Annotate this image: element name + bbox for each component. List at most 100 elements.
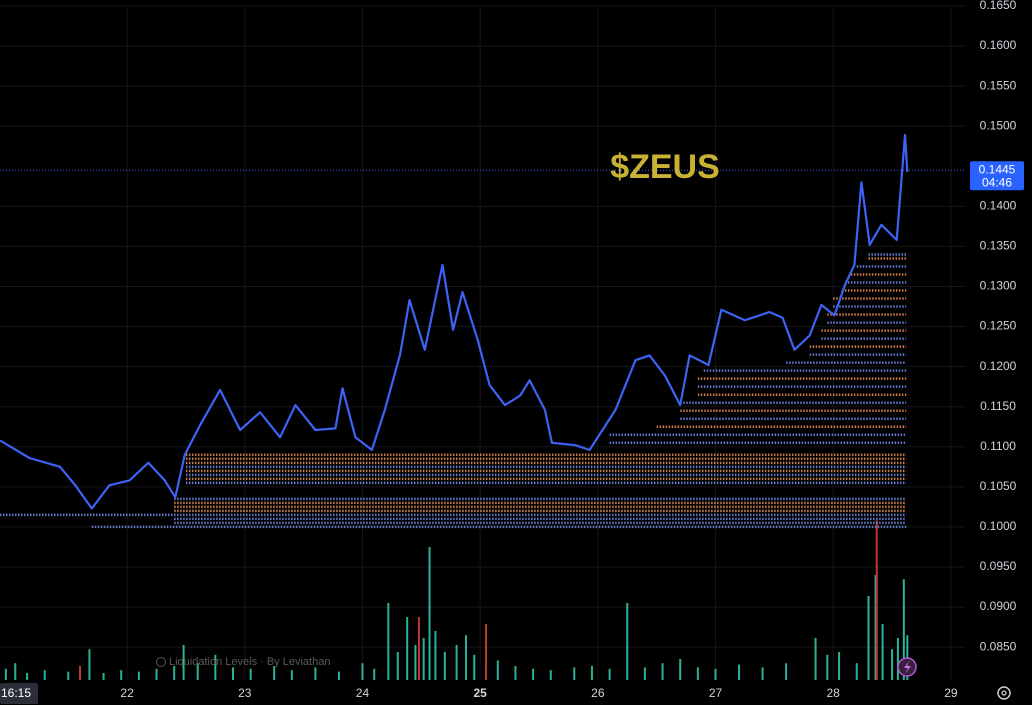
volume-bar [738,664,741,680]
volume-bar [173,666,176,680]
volume-bar [549,670,552,680]
y-tick-label: 0.1200 [980,359,1017,373]
watermark-text: Liquidation Levels · By Leviathan [169,656,330,668]
volume-bar [182,645,185,680]
volume-bar [155,668,158,680]
x-tick-label: 27 [709,686,723,700]
watermark-icon [156,657,166,667]
volume-bar [79,666,82,680]
crosshair-box [0,683,38,704]
volume-bar [896,638,899,680]
volume-bar [814,638,817,680]
x-tick-label: 26 [591,686,605,700]
volume-bar [875,520,878,680]
volume-bar [626,603,629,680]
last-price-box [970,161,1024,191]
volume-bar [414,645,417,680]
volume-bar [826,654,829,680]
watermark: Liquidation Levels · By Leviathan [156,656,330,668]
y-tick-label: 0.0900 [980,599,1017,613]
y-tick-label: 0.1250 [980,319,1017,333]
y-tick-label: 0.0950 [980,559,1017,573]
x-tick-label: 29 [944,686,958,700]
x-tick-label: 22 [120,686,134,700]
volume-bar [590,666,593,680]
volume-bar [761,667,764,680]
settings-icon[interactable] [997,686,1011,700]
volume-bar [867,596,870,680]
volume-bar [485,624,488,680]
volume-bar [443,652,446,680]
volume-bar [196,663,199,680]
volume-bar [573,667,576,680]
x-tick-label: 23 [238,686,252,700]
volume-bar [26,673,29,680]
volume-bar [4,668,7,680]
volume-bar [137,671,140,680]
volume-bar [514,666,517,680]
volume-bar [891,649,894,680]
y-tick-label: 0.1350 [980,239,1017,253]
volume [4,520,909,680]
volume-bar [785,663,788,680]
flash-icon[interactable] [897,657,917,677]
volume-bar [428,547,431,680]
y-tick-label: 0.1600 [980,38,1017,52]
volume-bar [290,670,293,680]
y-tick-label: 0.1550 [980,78,1017,92]
volume-bar [273,666,276,680]
volume-bar [422,638,425,680]
y-tick-label: 0.1050 [980,479,1017,493]
volume-bar [249,668,252,680]
crosshair-time: 16:15 [1,686,31,700]
y-tick-label: 0.1100 [980,439,1016,453]
volume-bar [874,575,877,680]
volume-bar [465,635,468,680]
flash-glyph [904,661,911,674]
volume-bar [406,617,409,680]
volume-bar [43,670,46,680]
volume-bar [714,668,717,680]
volume-bar [532,668,535,680]
x-tick-label: 25 [473,686,487,700]
axes: 0.1650 0.1600 0.1550 0.1500 0.1400 0.1350 0.13… [120,0,1024,700]
volume-bar [314,667,317,680]
chart-title: $ZEUS [610,148,720,186]
volume-bar [679,659,682,680]
x-tick-label: 28 [827,686,841,700]
volume-bar [902,579,905,680]
settings-glyph [1001,690,1007,696]
volume-bar [643,667,646,680]
y-tick-label: 0.1650 [980,0,1017,12]
settings-button[interactable] [997,686,1011,700]
volume-bar [838,652,841,680]
volume-bar [361,663,364,680]
last-price-label: 0.1445 [979,162,1016,176]
volume-bar [608,668,611,680]
volume-bar [855,663,858,680]
countdown: 04:46 [982,175,1012,189]
volume-bar [396,652,399,680]
y-tick-label: 0.1000 [980,519,1017,533]
volume-bar [661,663,664,680]
volume-bar [214,654,217,680]
price [0,133,965,510]
volume-bar [696,667,699,680]
volume-bar [120,670,123,680]
y-tick-label: 0.1400 [980,199,1017,213]
grid [0,5,965,680]
volume-bar [881,624,884,680]
price-line [0,133,909,510]
volume-bar [455,645,458,680]
y-tick-label: 0.1500 [980,118,1017,132]
y-tick-label: 0.0850 [980,639,1017,653]
volume-bar [473,654,476,680]
volume-bar [67,671,70,680]
volume-bar [417,617,420,680]
volume-bar [88,649,91,680]
volume-bar [373,668,376,680]
y-tick-label: 0.1150 [980,399,1016,413]
